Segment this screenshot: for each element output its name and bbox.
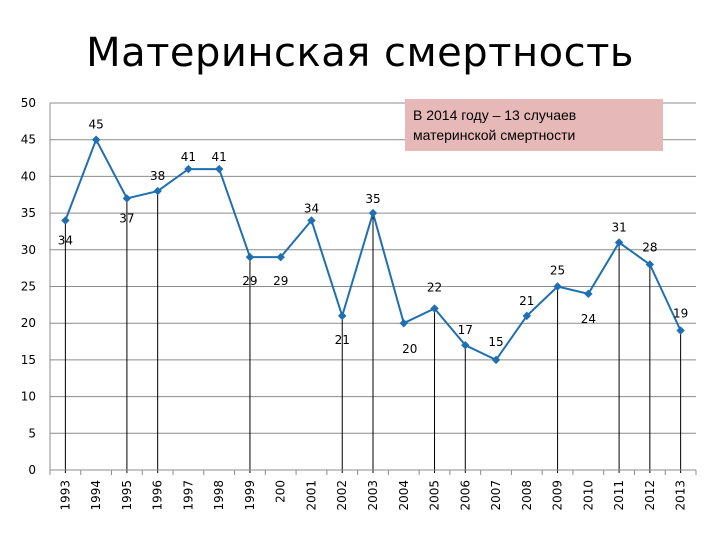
x-axis-ticks: 1993 1994 1995 1996 1997 1998 1999 200 2001 2002 2…	[58, 480, 687, 511]
y-tick-label: 0	[28, 463, 36, 477]
chart-title: Материнская смертность	[86, 30, 634, 76]
x-tick-label: 2007	[489, 480, 503, 511]
data-point	[491, 355, 501, 365]
x-tick-label: 2003	[366, 480, 380, 511]
data-label: 25	[550, 264, 565, 278]
data-point	[584, 289, 593, 299]
data-point	[676, 326, 685, 335]
data-label: 38	[150, 169, 165, 183]
data-point	[338, 311, 347, 321]
annotation-line-2: материнской смертности	[413, 127, 576, 143]
data-label: 31	[611, 220, 626, 234]
x-tick-label: 1996	[151, 480, 165, 511]
y-tick-label: 30	[21, 243, 36, 257]
data-label: 29	[242, 274, 257, 288]
data-point	[153, 186, 162, 196]
data-point	[307, 216, 316, 225]
data-point	[522, 311, 532, 321]
data-label: 21	[519, 294, 534, 308]
x-tick-label: 1997	[181, 480, 195, 511]
annotation-box: В 2014 году – 13 случаев материнской сме…	[405, 99, 663, 151]
x-tick-label: 2010	[581, 480, 595, 511]
data-label: 34	[304, 201, 319, 215]
y-tick-label: 5	[28, 426, 36, 440]
data-label: 19	[673, 307, 688, 321]
axes	[49, 103, 697, 475]
x-tick-label: 1999	[243, 480, 257, 511]
data-label: 29	[273, 274, 288, 288]
data-label: 24	[581, 312, 596, 326]
x-tick-label: 2011	[612, 480, 626, 511]
data-point	[91, 135, 101, 144]
data-label: 28	[642, 240, 657, 254]
x-tick-label: 1993	[58, 480, 72, 511]
data-label: 22	[427, 281, 442, 295]
x-tick-label: 1998	[212, 480, 226, 511]
y-axis-ticks: 0 5 10 15 20 25 30 35 40 45 50	[21, 96, 36, 477]
data-label: 20	[402, 342, 417, 356]
data-label: 45	[89, 118, 104, 132]
y-tick-label: 20	[21, 316, 36, 330]
y-tick-label: 45	[21, 133, 36, 147]
data-label: 41	[212, 150, 227, 164]
x-tick-label: 2004	[397, 480, 411, 511]
y-tick-label: 25	[21, 280, 36, 294]
data-label: 37	[119, 211, 134, 225]
data-label: 17	[458, 323, 473, 337]
x-tick-label: 200	[274, 480, 288, 503]
data-point	[368, 208, 378, 218]
x-tick-label: 2002	[335, 480, 349, 511]
data-label: 34	[58, 233, 73, 247]
data-point	[184, 164, 193, 174]
series-markers	[61, 135, 685, 365]
x-tick-label: 2008	[520, 480, 534, 511]
data-point	[245, 252, 255, 262]
data-labels: 34 45 37 38 41 41 29 29 34 21 35 20 22 17 15 21 25 24 31 28…	[58, 118, 689, 357]
data-point	[122, 194, 132, 203]
annotation-line-1: В 2014 году – 13 случаев	[413, 107, 577, 123]
y-tick-label: 40	[21, 169, 36, 183]
y-tick-label: 35	[21, 206, 36, 220]
data-point	[430, 304, 439, 313]
x-tick-label: 2005	[428, 480, 442, 511]
data-label: 21	[335, 333, 350, 347]
data-label: 15	[488, 335, 503, 349]
data-point	[276, 252, 285, 262]
x-tick-label: 2013	[674, 480, 688, 511]
data-label: 41	[181, 150, 196, 164]
data-point	[461, 341, 470, 350]
data-point	[61, 216, 70, 225]
x-tick-label: 1995	[120, 480, 134, 511]
data-point	[399, 318, 408, 328]
y-tick-label: 15	[21, 353, 36, 367]
drop-lines	[64, 191, 682, 473]
x-tick-label: 2006	[458, 480, 472, 511]
y-tick-label: 10	[21, 390, 36, 404]
data-point	[214, 164, 224, 174]
x-tick-label: 2012	[643, 480, 657, 511]
data-point	[614, 238, 624, 247]
data-point	[645, 260, 655, 269]
x-tick-label: 1994	[89, 480, 103, 511]
x-tick-label: 2009	[551, 480, 565, 511]
y-tick-label: 50	[21, 96, 36, 110]
data-point	[553, 282, 562, 291]
x-tick-label: 2001	[304, 480, 318, 511]
data-label: 35	[365, 192, 380, 206]
